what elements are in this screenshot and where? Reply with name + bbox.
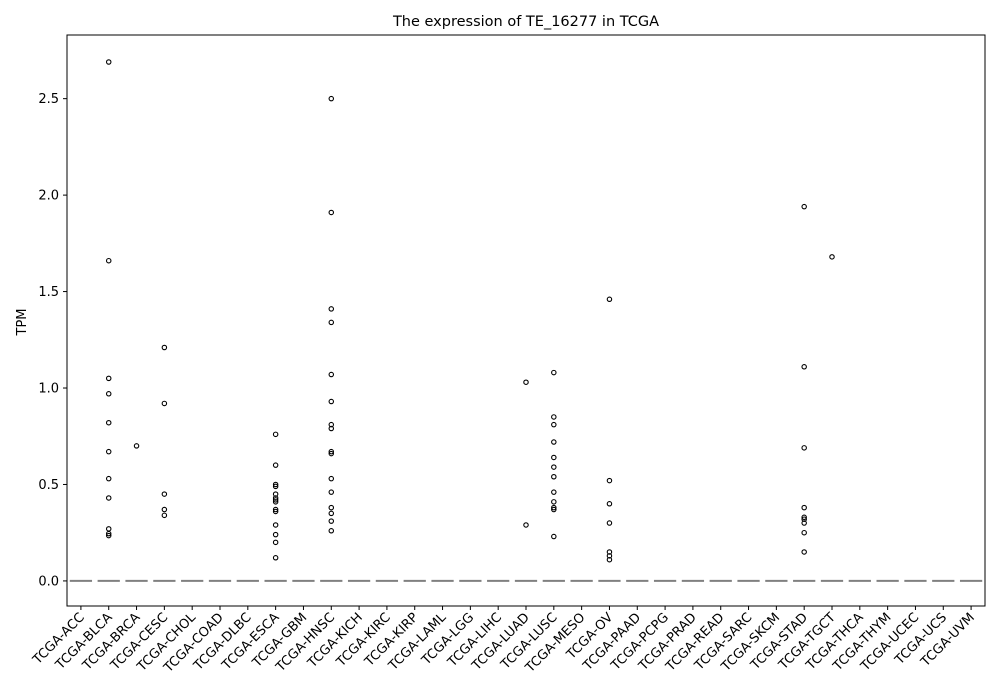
- outlier-point: [801, 203, 807, 210]
- outlier-point: [551, 506, 557, 513]
- outlier-point: [801, 445, 807, 451]
- outlier-point: [523, 379, 529, 385]
- outlier-point: [801, 504, 807, 511]
- outlier-point: [801, 549, 807, 555]
- outlier-point: [161, 512, 168, 519]
- outlier-point: [272, 499, 279, 505]
- outliers-layer: [105, 59, 835, 563]
- outlier-point: [272, 506, 279, 513]
- outlier-point: [606, 296, 613, 303]
- outlier-point: [161, 491, 168, 497]
- outlier-point: [161, 344, 168, 351]
- outlier-point: [105, 419, 112, 426]
- outlier-point: [161, 506, 168, 513]
- y-tick-label: 2.0: [38, 189, 59, 204]
- outlier-point: [328, 319, 335, 326]
- outlier-point: [328, 510, 335, 517]
- outlier-point: [551, 454, 557, 461]
- outlier-point: [328, 489, 335, 495]
- y-axis: 0.0 0.5 1.0 1.5 2.0 2.5: [38, 92, 67, 589]
- outlier-point: [551, 533, 557, 540]
- outlier-point: [551, 499, 557, 505]
- outlier-point: [328, 306, 335, 312]
- outlier-point: [606, 501, 613, 507]
- outlier-point: [328, 371, 335, 378]
- outlier-point: [328, 209, 335, 216]
- outlier-point: [551, 439, 557, 445]
- outlier-point: [551, 421, 557, 428]
- outlier-point: [801, 364, 807, 370]
- outlier-point: [105, 59, 112, 65]
- outlier-point: [272, 522, 279, 528]
- outlier-point: [272, 431, 279, 438]
- outlier-point: [829, 254, 835, 260]
- outlier-point: [801, 529, 807, 536]
- outlier-point: [272, 497, 279, 503]
- outlier-point: [272, 539, 279, 546]
- outlier-point: [801, 514, 807, 521]
- plot-frame: [66, 34, 986, 607]
- outlier-point: [105, 495, 112, 501]
- outlier-point: [272, 483, 279, 490]
- outlier-point: [328, 398, 335, 405]
- outlier-point: [272, 508, 279, 515]
- outlier-point: [105, 532, 112, 539]
- chart-title: The expression of TE_16277 in TCGA: [392, 14, 659, 30]
- y-tick-label: 1.5: [38, 285, 59, 300]
- outlier-point: [272, 481, 279, 488]
- outlier-point: [551, 369, 557, 376]
- outlier-point: [551, 464, 557, 470]
- outlier-point: [105, 530, 112, 537]
- outlier-point: [105, 448, 112, 455]
- outlier-point: [328, 518, 335, 524]
- outlier-point: [328, 450, 335, 457]
- outlier-point: [551, 489, 557, 495]
- outlier-point: [551, 474, 557, 480]
- outlier-point: [272, 555, 279, 561]
- outlier-point: [328, 475, 335, 482]
- outlier-point: [606, 556, 613, 563]
- y-tick-label: 1.0: [38, 382, 59, 397]
- outlier-point: [801, 520, 807, 526]
- outlier-point: [133, 443, 140, 449]
- outlier-point: [105, 475, 112, 482]
- outlier-point: [328, 95, 335, 102]
- y-axis-label: TPM: [15, 309, 30, 337]
- outlier-point: [551, 414, 557, 420]
- y-tick-label: 0.0: [38, 574, 59, 589]
- outlier-point: [328, 425, 335, 432]
- outlier-point: [328, 448, 335, 455]
- y-tick-label: 2.5: [38, 92, 59, 107]
- outlier-point: [606, 520, 613, 526]
- outlier-point: [328, 528, 335, 534]
- y-tick-label: 0.5: [38, 478, 59, 493]
- outlier-point: [272, 531, 279, 538]
- outlier-point: [328, 504, 335, 511]
- outlier-point: [161, 400, 168, 407]
- outlier-point: [105, 257, 112, 264]
- outlier-point: [551, 504, 557, 511]
- outlier-point: [105, 391, 112, 397]
- outlier-point: [105, 375, 112, 382]
- outlier-point: [606, 477, 613, 484]
- outlier-point: [523, 522, 529, 528]
- outlier-point: [272, 462, 279, 468]
